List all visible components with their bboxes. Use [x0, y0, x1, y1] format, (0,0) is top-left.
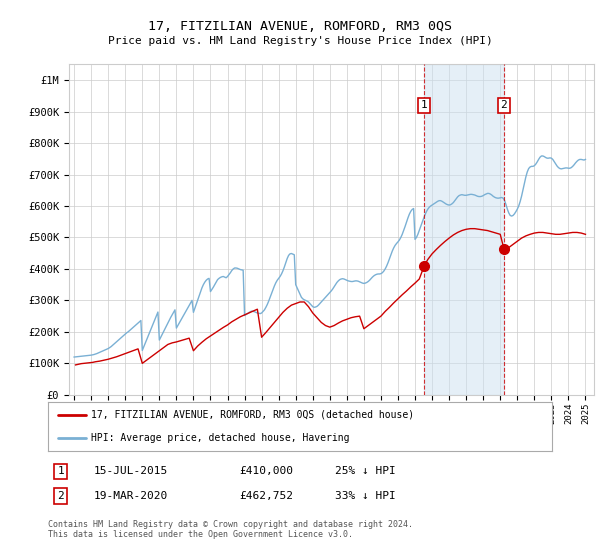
Text: 1: 1 — [421, 100, 428, 110]
Text: 2: 2 — [500, 100, 508, 110]
Text: 1: 1 — [57, 466, 64, 477]
Text: HPI: Average price, detached house, Havering: HPI: Average price, detached house, Have… — [91, 433, 349, 444]
Text: Price paid vs. HM Land Registry's House Price Index (HPI): Price paid vs. HM Land Registry's House … — [107, 36, 493, 46]
Text: 15-JUL-2015: 15-JUL-2015 — [94, 466, 167, 477]
Text: 19-MAR-2020: 19-MAR-2020 — [94, 491, 167, 501]
Text: 17, FITZILIAN AVENUE, ROMFORD, RM3 0QS: 17, FITZILIAN AVENUE, ROMFORD, RM3 0QS — [148, 20, 452, 32]
Text: £410,000: £410,000 — [239, 466, 293, 477]
Text: 2: 2 — [57, 491, 64, 501]
Text: Contains HM Land Registry data © Crown copyright and database right 2024.
This d: Contains HM Land Registry data © Crown c… — [48, 520, 413, 539]
Text: 17, FITZILIAN AVENUE, ROMFORD, RM3 0QS (detached house): 17, FITZILIAN AVENUE, ROMFORD, RM3 0QS (… — [91, 410, 414, 420]
Bar — [424, 64, 504, 395]
Text: £462,752: £462,752 — [239, 491, 293, 501]
Text: 33% ↓ HPI: 33% ↓ HPI — [335, 491, 396, 501]
Text: 25% ↓ HPI: 25% ↓ HPI — [335, 466, 396, 477]
